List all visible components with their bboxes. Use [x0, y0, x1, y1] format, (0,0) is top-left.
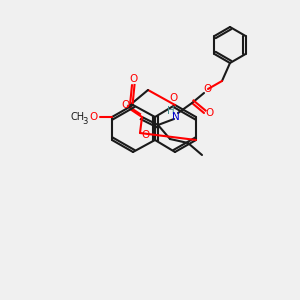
- Text: O: O: [89, 112, 97, 122]
- Text: O: O: [130, 74, 138, 84]
- Text: N: N: [172, 112, 180, 122]
- Text: O: O: [121, 100, 129, 110]
- Text: O: O: [141, 130, 149, 140]
- Text: H: H: [167, 106, 175, 116]
- Text: O: O: [205, 108, 213, 118]
- Text: O: O: [204, 84, 212, 94]
- Text: O: O: [169, 93, 177, 103]
- Text: CH: CH: [71, 112, 85, 122]
- Text: 3: 3: [82, 116, 88, 125]
